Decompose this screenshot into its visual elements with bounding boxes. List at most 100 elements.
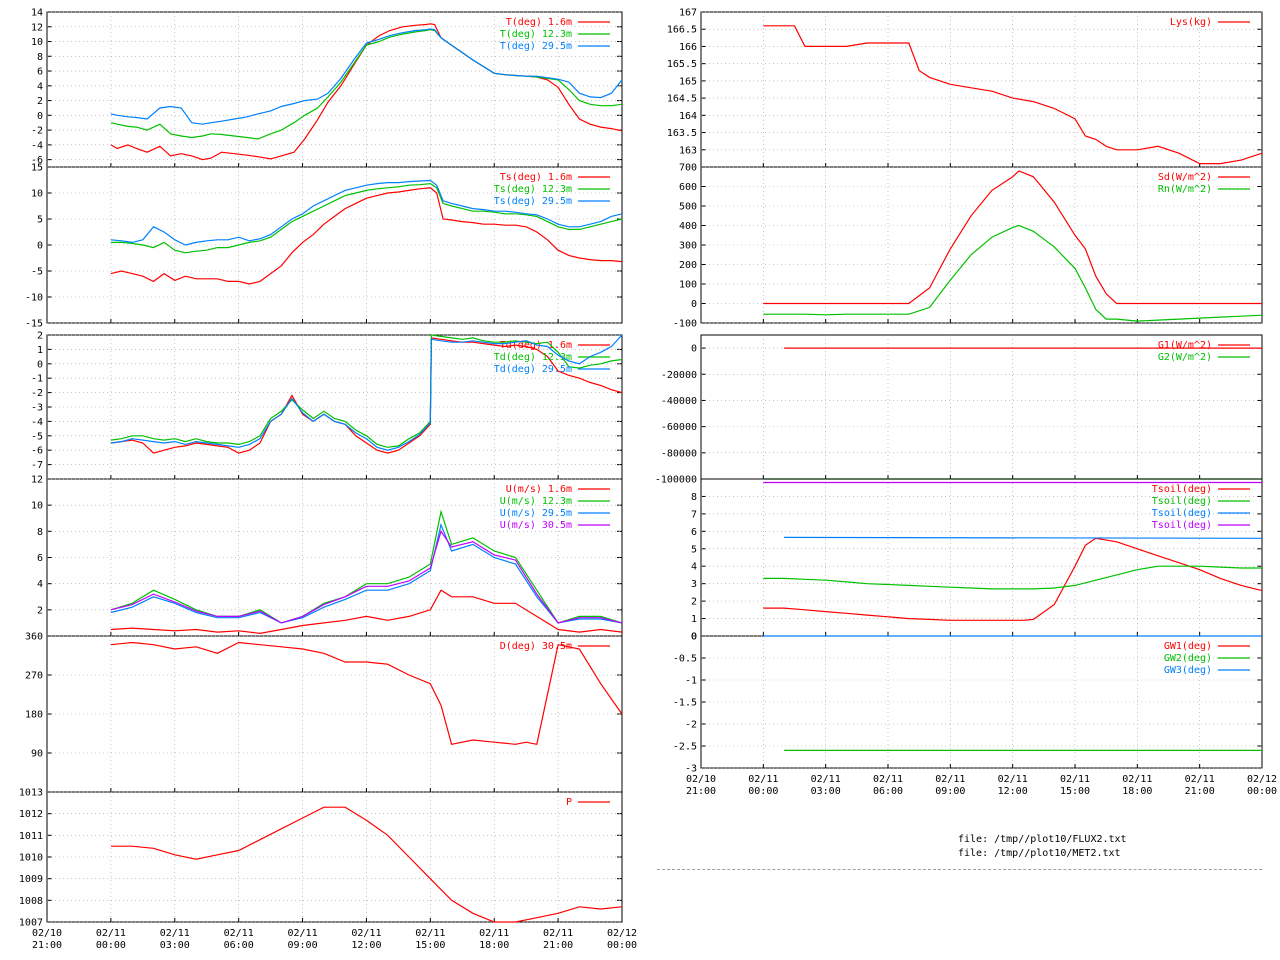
panel-5-xtick-label: 00:00 xyxy=(607,940,637,951)
panel-7-ytick-label: 300 xyxy=(679,241,697,252)
panel-10-legend-label: GW1(deg) xyxy=(1164,641,1212,652)
panel-3-series-3-line xyxy=(110,529,623,624)
panel-3-series-1-line xyxy=(110,509,623,624)
panel-4-ytick-label: 180 xyxy=(25,710,43,721)
panel-5-xtick-label: 02/11 xyxy=(543,928,573,939)
panel-5-xtick-label: 02/11 xyxy=(415,928,445,939)
panel-3-legend-label: U(m/s) 1.6m xyxy=(506,484,572,495)
panel-1-series-2-line xyxy=(110,179,623,246)
panel-5-xtick-label: 02/11 xyxy=(479,928,509,939)
panel-10-xtick-label: 02/12 xyxy=(1247,774,1277,785)
panel-7-ytick-label: 100 xyxy=(679,280,697,291)
panel-2-ytick-label: -5 xyxy=(31,431,43,442)
panel-0-ytick-label: 0 xyxy=(37,111,43,122)
panel-7-series-0-line xyxy=(763,170,1262,305)
panel-2-legend-label: Td(deg) 1.6m xyxy=(500,340,572,351)
panel-2-series-1-line xyxy=(110,334,623,448)
panel-3-ytick-label: 12 xyxy=(31,475,43,486)
panel-3-legend-label: U(m/s) 30.5m xyxy=(500,520,572,531)
panel-5-xtick-label: 02/11 xyxy=(96,928,126,939)
panel-3-ytick-label: 4 xyxy=(37,579,43,590)
panel-5-series-0-line xyxy=(110,806,623,923)
panel-3-series-0-line xyxy=(110,589,623,635)
panel-0-ytick-label: -4 xyxy=(31,140,43,151)
file-list: file: /tmp//plot10/FLUX2.txt file: /tmp/… xyxy=(958,833,1127,861)
panel-5-xtick-label: 18:00 xyxy=(479,940,509,951)
panel-0-ytick-label: 6 xyxy=(37,67,43,78)
panel-10-legend-label: GW3(deg) xyxy=(1164,665,1212,676)
panel-9-legend-label: Tsoil(deg) xyxy=(1152,520,1212,531)
panel-10-xtick-label: 00:00 xyxy=(748,786,778,797)
panel-2-legend-label: Td(deg) 29.5m xyxy=(494,364,572,375)
panel-9-series-1-line xyxy=(763,565,1262,590)
panel-7-ytick-label: 500 xyxy=(679,202,697,213)
panel-6-ytick-label: 165 xyxy=(679,76,697,87)
panel-5-xtick-label: 06:00 xyxy=(224,940,254,951)
panel-0-ytick-label: 8 xyxy=(37,52,43,63)
panel-2-ytick-label: -1 xyxy=(31,374,43,385)
panel-1-ytick-label: 5 xyxy=(37,215,43,226)
panel-10-xtick-label: 06:00 xyxy=(873,786,903,797)
panel-6-ytick-label: 167 xyxy=(679,8,697,19)
panel-5-xtick-label: 21:00 xyxy=(543,940,573,951)
panel-8-legend-label: G2(W/m^2) xyxy=(1158,352,1212,363)
panel-0-series-1-line xyxy=(110,29,623,140)
panel-2-ytick-label: 1 xyxy=(37,345,43,356)
panel-10-xtick-label: 18:00 xyxy=(1122,786,1152,797)
panel-5-ytick-label: 1008 xyxy=(19,896,43,907)
panel-2-legend-label: Td(deg) 12.3m xyxy=(494,352,572,363)
panel-10-ytick-label: -1 xyxy=(685,676,697,687)
panel-0-legend-label: T(deg) 29.5m xyxy=(500,41,572,52)
panel-5-xtick-label: 02/11 xyxy=(351,928,381,939)
panel-9-ytick-label: 7 xyxy=(691,509,697,520)
panel-8-ytick-label: -20000 xyxy=(661,370,697,381)
panel-0-legend-label: T(deg) 12.3m xyxy=(500,29,572,40)
panel-8-ytick-label: -40000 xyxy=(661,396,697,407)
panel-10-ytick-label: -3 xyxy=(685,764,697,775)
panel-10-xtick-label: 09:00 xyxy=(935,786,965,797)
panel-2-ytick-label: -2 xyxy=(31,388,43,399)
panel-5-ytick-label: 1013 xyxy=(19,788,43,799)
panel-10-xtick-label: 02/11 xyxy=(1060,774,1090,785)
panel-6-ytick-label: 163 xyxy=(679,145,697,156)
panel-10-xtick-label: 21:00 xyxy=(686,786,716,797)
panel-10-xtick-label: 02/11 xyxy=(1122,774,1152,785)
panel-7-ytick-label: 0 xyxy=(691,299,697,310)
panel-9-ytick-label: 1 xyxy=(691,614,697,625)
panel-3-ytick-label: 8 xyxy=(37,527,43,538)
panel-0-ytick-label: 4 xyxy=(37,81,43,92)
panel-5-xtick-label: 02/12 xyxy=(607,928,637,939)
panel-5-ytick-label: 1012 xyxy=(19,809,43,820)
panel-10-xtick-label: 00:00 xyxy=(1247,786,1277,797)
panel-0-ytick-label: 2 xyxy=(37,96,43,107)
panel-5-xtick-label: 02/11 xyxy=(160,928,190,939)
separator-line xyxy=(657,869,1262,870)
panel-7-ytick-label: 700 xyxy=(679,163,697,174)
panel-9-ytick-label: 3 xyxy=(691,579,697,590)
panel-5-xtick-label: 21:00 xyxy=(32,940,62,951)
panel-7-ytick-label: 400 xyxy=(679,221,697,232)
panel-2-series-0-line xyxy=(110,337,623,454)
panel-2-ytick-label: -7 xyxy=(31,460,43,471)
panel-4-ytick-label: 360 xyxy=(25,632,43,643)
panel-9-series-2-line xyxy=(784,536,1263,539)
file-label-flux: file: /tmp//plot10/FLUX2.txt xyxy=(958,834,1127,845)
panel-10-xtick-label: 02/11 xyxy=(1185,774,1215,785)
panel-8-ytick-label: -80000 xyxy=(661,448,697,459)
panel-1-ytick-label: -10 xyxy=(25,293,43,304)
panel-0-ytick-label: -2 xyxy=(31,126,43,137)
panel-6-ytick-label: 164.5 xyxy=(667,94,697,105)
panel-5-ytick-label: 1010 xyxy=(19,853,43,864)
panel-1-legend-label: Ts(deg) 29.5m xyxy=(494,196,572,207)
panel-9-ytick-label: 8 xyxy=(691,492,697,503)
panel-0-ytick-label: 12 xyxy=(31,22,43,33)
panel-0-legend-label: T(deg) 1.6m xyxy=(506,17,572,28)
panel-6-ytick-label: 166.5 xyxy=(667,25,697,36)
panel-5-xtick-label: 02/11 xyxy=(288,928,318,939)
panel-2-ytick-label: -6 xyxy=(31,446,43,457)
panel-10-ytick-label: -0.5 xyxy=(673,654,697,665)
panel-2-ytick-label: 0 xyxy=(37,359,43,370)
panel-10-xtick-label: 02/11 xyxy=(935,774,965,785)
panel-1-ytick-label: -15 xyxy=(25,319,43,330)
